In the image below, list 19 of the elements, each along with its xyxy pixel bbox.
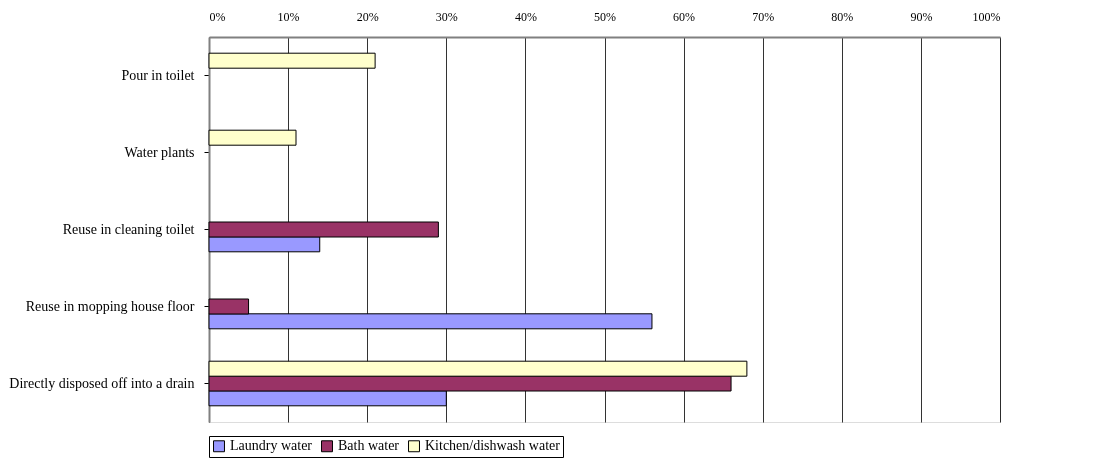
x-tick-label: 0% <box>209 9 226 24</box>
y-tick-label: Pour in toilet <box>121 67 195 83</box>
y-tick-label: Reuse in cleaning toilet <box>62 221 195 237</box>
y-tick-label: Reuse in mopping house floor <box>25 298 195 314</box>
x-tick-label: 50% <box>594 9 616 24</box>
x-tick-label: 10% <box>277 9 300 24</box>
x-tick-label: 90% <box>910 9 933 24</box>
x-tick-label: 30% <box>435 9 458 24</box>
legend-label: Laundry water <box>230 438 313 454</box>
y-tick-label: Water plants <box>124 144 195 160</box>
legend-label: Kitchen/dishwash water <box>425 438 561 454</box>
x-tick-label: 80% <box>831 9 854 24</box>
x-tick-label: 40% <box>514 9 537 24</box>
x-tick-label: 60% <box>673 9 696 24</box>
x-tick-label: 20% <box>356 9 379 24</box>
x-tick-label: 100% <box>972 9 1001 24</box>
y-tick-label: Directly disposed off into a drain <box>9 375 195 391</box>
x-tick-label: 70% <box>752 9 775 24</box>
legend-label: Bath water <box>338 438 400 454</box>
